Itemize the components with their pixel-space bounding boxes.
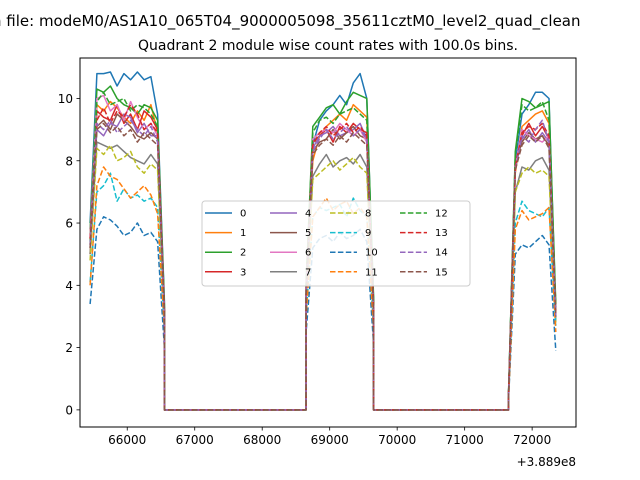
legend-label-12: 12 xyxy=(435,209,448,220)
legend-label-8: 8 xyxy=(365,209,371,220)
series-line-14 xyxy=(89,119,557,411)
chart-title: Quadrant 2 module wise count rates with … xyxy=(138,38,518,54)
legend-box xyxy=(201,200,471,287)
y-tick-label: 0 xyxy=(65,403,73,417)
legend-label-3: 3 xyxy=(240,267,246,278)
legend-label-4: 4 xyxy=(305,209,311,220)
y-tick-label: 4 xyxy=(65,279,73,293)
series-line-11 xyxy=(89,166,557,411)
y-tick-label: 6 xyxy=(65,217,73,231)
series-line-12 xyxy=(89,91,557,411)
plot-lines xyxy=(89,71,557,411)
legend-label-15: 15 xyxy=(435,267,448,278)
legend-label-6: 6 xyxy=(305,248,311,259)
legend-label-5: 5 xyxy=(305,228,311,239)
y-axis: 0 2 4 6 8 10 xyxy=(58,92,80,417)
legend-label-2: 2 xyxy=(240,248,246,259)
legend-label-9: 9 xyxy=(365,228,371,239)
x-tick-label: 71000 xyxy=(446,433,484,447)
y-tick-label: 10 xyxy=(58,92,73,106)
legend-label-13: 13 xyxy=(435,228,448,239)
legend-label-14: 14 xyxy=(435,248,448,259)
x-offset-label: +3.889e8 xyxy=(517,455,576,469)
x-tick-label: 67000 xyxy=(176,433,214,447)
x-axis: 66000 67000 68000 69000 70000 71000 72000 xyxy=(108,427,551,447)
y-tick-label: 2 xyxy=(65,341,73,355)
figure-suptitle: n file: modeM0/AS1A10_065T04_9000005098_… xyxy=(0,12,581,31)
series-line-0 xyxy=(89,71,557,411)
y-tick-label: 8 xyxy=(65,154,73,168)
series-line-15 xyxy=(89,122,557,411)
x-tick-label: 66000 xyxy=(108,433,146,447)
x-tick-label: 72000 xyxy=(513,433,551,447)
legend-label-0: 0 xyxy=(240,209,246,220)
plot-frame xyxy=(79,57,577,428)
x-tick-label: 68000 xyxy=(243,433,281,447)
legend-label-7: 7 xyxy=(305,267,311,278)
legend-label-10: 10 xyxy=(365,248,378,259)
x-tick-label: 69000 xyxy=(311,433,349,447)
x-tick-label: 70000 xyxy=(378,433,416,447)
legend-label-11: 11 xyxy=(365,267,378,278)
legend-label-1: 1 xyxy=(240,228,246,239)
